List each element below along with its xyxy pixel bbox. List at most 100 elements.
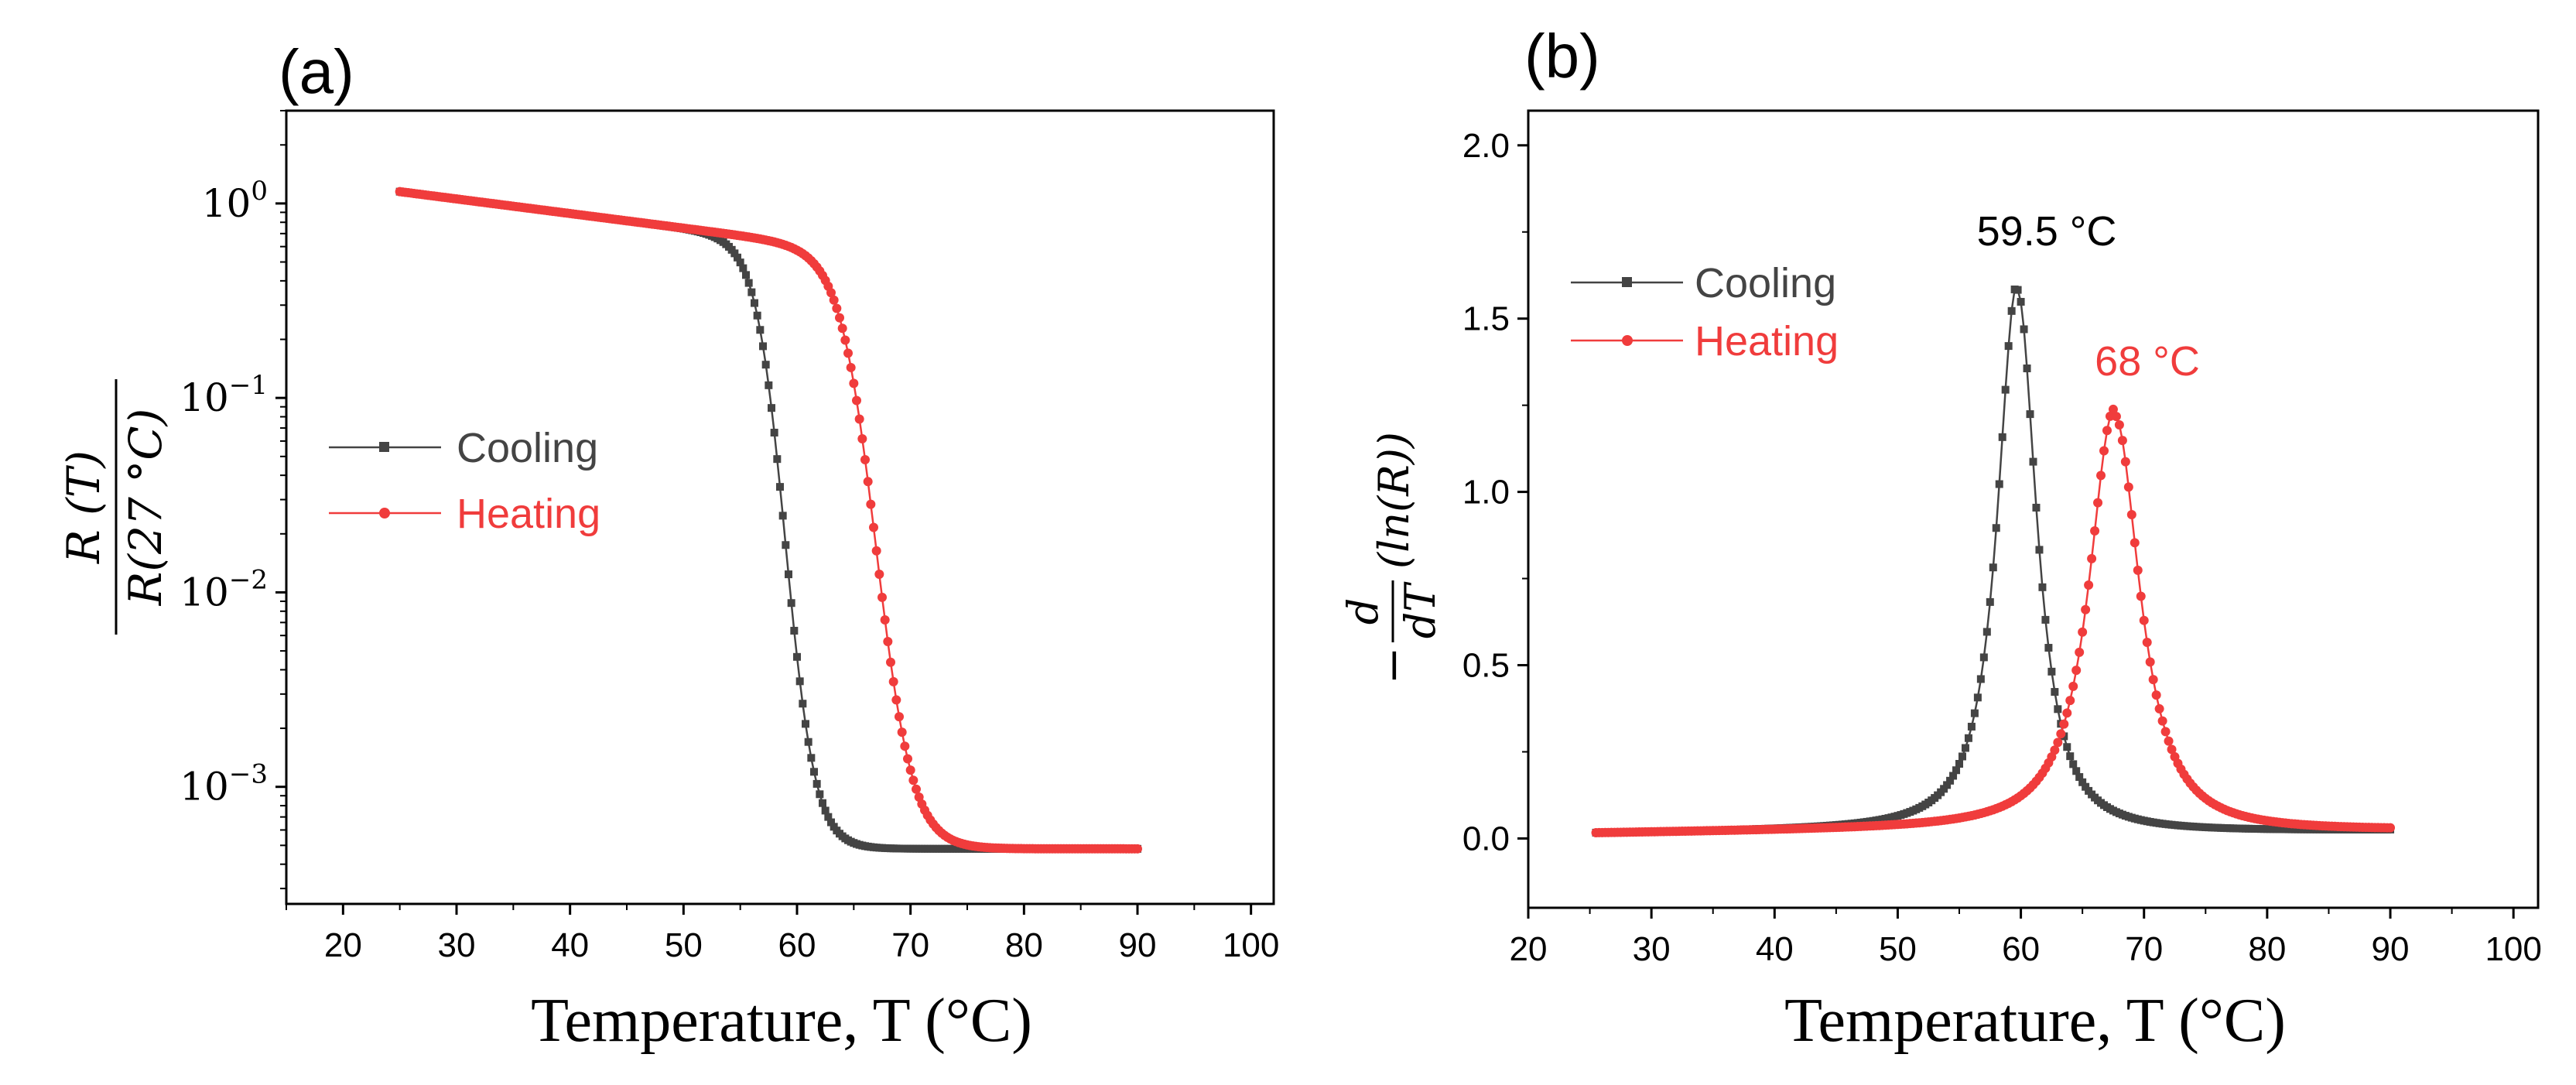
panel-a-point-cooling: [824, 813, 833, 821]
panel-b-point-heating: [2117, 436, 2127, 446]
panel-a-x-ticks: 20 30 40 50 60 70 80 90 100: [286, 904, 1279, 964]
panel-a-point-cooling: [816, 790, 824, 799]
panel-a-plot-frame: [285, 109, 1275, 905]
panel-a-point-heating: [826, 288, 836, 298]
panel-a-point-heating: [905, 765, 915, 775]
panel-b-xtick-label: 80: [2248, 930, 2286, 968]
legend-a-heating-label: Heating: [457, 491, 600, 537]
panel-b-point-heating: [2120, 457, 2130, 467]
panel-b-point-cooling: [2007, 306, 2016, 315]
panel-a-point-cooling: [756, 326, 765, 334]
panel-b-point-cooling: [2017, 297, 2025, 306]
panel-b-point-heating: [2123, 482, 2133, 492]
panel-a-point-heating: [877, 592, 887, 602]
panel-a-point-heating: [874, 570, 884, 580]
panel-b-xtick-label: 100: [2485, 930, 2541, 968]
panel-a-xtick-label: 90: [1119, 926, 1157, 964]
panel-a-point-cooling: [821, 806, 830, 815]
panel-b-point-cooling: [2026, 410, 2034, 419]
panel-b-point-heating: [2075, 647, 2085, 657]
panel-b-point-heating: [2099, 446, 2109, 456]
panel-b-xtick-label: 20: [1510, 930, 1548, 968]
panel-a-point-heating: [837, 323, 847, 334]
panel-a-point-cooling: [736, 258, 744, 267]
panel-b-xlabel: Temperature, T (°C): [1784, 987, 2286, 1055]
panel-a-point-heating: [840, 335, 850, 345]
panel-b-point-heating: [2096, 471, 2106, 481]
panel-b-point-cooling: [1970, 709, 1979, 717]
panel-a-point-cooling: [770, 429, 778, 437]
panel-a-point-cooling: [768, 404, 775, 412]
panel-a-ylabel: R (T) R(27 °C): [57, 379, 172, 635]
panel-a-point-cooling: [747, 288, 756, 296]
panel-b-point-cooling: [2020, 325, 2028, 334]
panel-b-ytick-label: 1.0: [1462, 474, 1510, 512]
panel-b-y-ticks: 0.0 0.5 1.0 1.5 2.0: [1462, 127, 1528, 857]
annotation-heating-peak: 68 °C: [2095, 338, 2200, 385]
panel-b-point-cooling: [2001, 385, 2010, 394]
panel-a-point-cooling: [765, 381, 773, 389]
panel-b-point-heating: [2136, 591, 2146, 601]
panel-a-point-cooling: [810, 768, 818, 776]
panel-a-xtick-label: 50: [665, 926, 703, 964]
panel-a-point-heating: [843, 348, 853, 358]
panel-b-point-cooling: [2004, 342, 2013, 351]
panel-a-point-cooling: [827, 818, 835, 827]
panel-b-point-heating: [2139, 615, 2149, 625]
panel-b-point-cooling: [2023, 365, 2031, 373]
panel-a-point-heating: [829, 295, 839, 305]
panel-a-point-heating: [869, 522, 878, 532]
legend-b-cooling-marker: [1622, 277, 1632, 287]
panel-a-xtick-label: 20: [324, 926, 362, 964]
panel-b-point-heating: [2151, 690, 2161, 700]
panel-b-point-cooling: [2066, 752, 2075, 761]
panel-b-ytick-label: 0.5: [1462, 647, 1510, 685]
panel-b-point-cooling: [1976, 675, 1985, 683]
panel-a-point-cooling: [734, 253, 741, 262]
panel-b-point-heating: [2087, 553, 2097, 563]
panel-b-point-heating: [2056, 729, 2066, 739]
panel-b-ylabel-numerator: d: [1339, 598, 1387, 625]
panel-a-xtick-label: 30: [438, 926, 476, 964]
panel-b-point-heating: [2062, 708, 2072, 718]
panel-b-ytick-label: 1.5: [1462, 300, 1510, 338]
panel-b-line-cooling: [1596, 288, 2390, 834]
panel-b-point-heating: [2386, 823, 2396, 833]
panel-a-point-heating: [895, 712, 904, 722]
panel-a-point-heating: [852, 395, 861, 406]
panel-b-point-heating: [2145, 657, 2155, 667]
panel-b-point-cooling: [1967, 722, 1976, 731]
panel-b-point-heating: [2154, 703, 2164, 714]
panel-b-point-cooling: [1955, 759, 1964, 768]
panel-a-xlabel: Temperature, T (°C): [531, 987, 1032, 1055]
panel-b-point-cooling: [1961, 744, 1969, 752]
panel-b-point-cooling: [2069, 760, 2078, 768]
panel-a-point-heating: [1133, 844, 1142, 854]
panel-a-y-ticks: 100 10−1 10−2 10−3: [180, 110, 286, 890]
panel-a-point-heating: [863, 477, 873, 487]
panel-a-ylabel-denominator: R(27 °C): [119, 409, 172, 607]
panel-b: (b) 20 30 40 50 60 70 80 90 100 0.00.51.01.52.0 …: [1339, 22, 2542, 1055]
panel-a-point-heating: [860, 455, 870, 465]
panel-a-point-cooling: [785, 570, 792, 579]
panel-b-line-heating: [1596, 406, 2391, 834]
panel-b-point-cooling: [2075, 773, 2084, 782]
panel-a-xtick-label: 60: [778, 926, 816, 964]
panel-b-point-cooling: [2035, 546, 2044, 554]
panel-b-plot-frame: [1527, 109, 2540, 909]
panel-b-point-cooling: [1989, 563, 1997, 572]
panel-a-point-cooling: [778, 512, 787, 520]
panel-a-point-heating: [880, 614, 890, 625]
panel-a-point-cooling: [739, 264, 747, 272]
panel-a-point-cooling: [759, 342, 767, 351]
panel-a-xtick-label: 70: [891, 926, 929, 964]
panel-a-point-cooling: [761, 361, 770, 369]
panel-a-point-heating: [883, 637, 893, 647]
panel-a-point-cooling: [730, 249, 739, 258]
panel-a-xtick-label: 100: [1223, 926, 1279, 964]
panel-b-xtick-label: 90: [2372, 930, 2410, 968]
panel-b-point-cooling: [1943, 781, 1952, 789]
panel-b-point-cooling: [1982, 628, 1991, 636]
panel-b-point-heating: [2053, 738, 2063, 748]
panel-a-xtick-label: 80: [1005, 926, 1043, 964]
